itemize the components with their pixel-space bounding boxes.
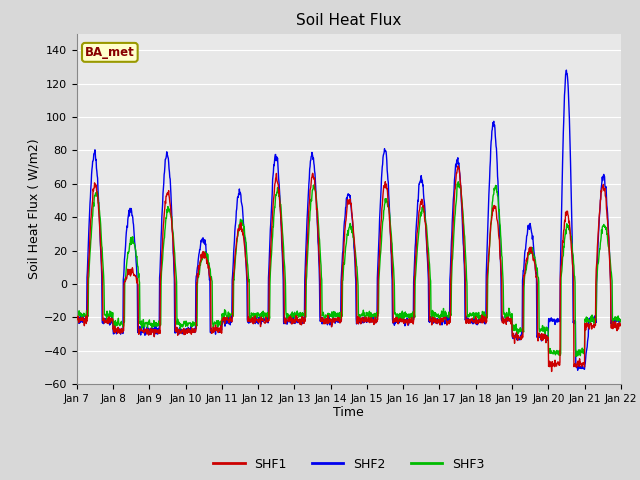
SHF1 [505, 316, 513, 322]
Title: Soil Heat Flux: Soil Heat Flux [296, 13, 401, 28]
SHF2 [180, 330, 188, 336]
SHF3 [73, 312, 81, 318]
SHF2 [563, 67, 570, 73]
SHF3 [454, 179, 462, 185]
SHF1 [617, 323, 625, 328]
SHF1 [255, 320, 262, 325]
SHF3 [433, 312, 441, 318]
SHF3 [194, 276, 202, 282]
SHF3 [617, 317, 625, 323]
SHF2 [617, 317, 625, 323]
X-axis label: Time: Time [333, 407, 364, 420]
SHF1 [553, 360, 561, 366]
Y-axis label: Soil Heat Flux ( W/m2): Soil Heat Flux ( W/m2) [28, 139, 41, 279]
SHF2 [73, 318, 81, 324]
SHF2 [504, 315, 512, 321]
SHF2 [194, 263, 202, 269]
SHF2 [433, 316, 441, 322]
SHF1 [73, 314, 81, 320]
SHF1 [548, 369, 556, 374]
Line: SHF1: SHF1 [77, 166, 621, 372]
SHF1 [454, 163, 462, 168]
SHF2 [552, 319, 560, 325]
SHF1 [194, 274, 202, 280]
SHF1 [433, 318, 441, 324]
SHF3 [572, 354, 580, 360]
Text: BA_met: BA_met [85, 46, 134, 59]
Line: SHF2: SHF2 [77, 70, 621, 370]
SHF3 [505, 312, 513, 318]
SHF3 [255, 312, 262, 318]
Line: SHF3: SHF3 [77, 182, 621, 357]
SHF2 [574, 367, 582, 373]
SHF3 [553, 350, 561, 356]
SHF3 [180, 320, 188, 326]
Legend: SHF1, SHF2, SHF3: SHF1, SHF2, SHF3 [209, 453, 489, 476]
SHF1 [180, 327, 188, 333]
SHF2 [255, 319, 262, 324]
